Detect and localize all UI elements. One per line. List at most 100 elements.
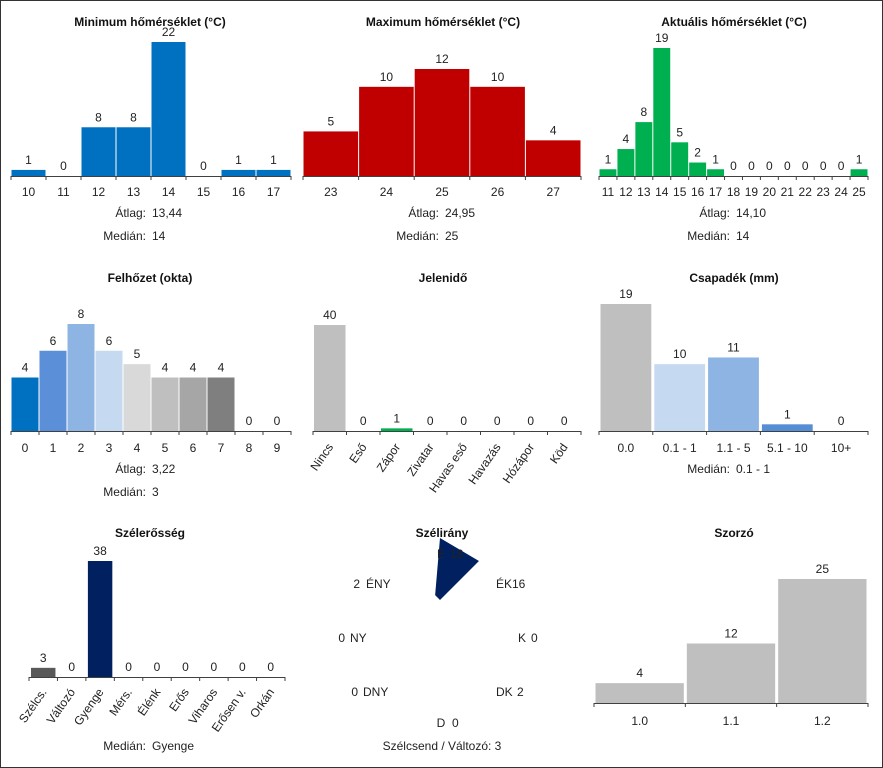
wind-dir-count-2: 0 <box>531 631 538 645</box>
value-label-wind-6: 0 <box>211 660 218 674</box>
wind-dir-count-5: 0 <box>351 685 358 699</box>
value-label-act-7: 0 <box>730 159 737 173</box>
category-label-precip-2: 1.1 - 5 <box>716 441 750 455</box>
chart-title: Aktuális hőmérséklet (°C) <box>661 15 807 29</box>
bar-max-1 <box>359 86 414 176</box>
bar-precip-3 <box>761 424 813 431</box>
category-label-act-2: 13 <box>637 185 651 199</box>
wind-dir-label-4: D <box>437 716 446 730</box>
stat-value-precip-0: 0.1 - 1 <box>736 462 770 476</box>
bar-wind-0 <box>31 667 56 677</box>
value-label-min-0: 1 <box>25 153 32 167</box>
value-label-act-4: 5 <box>676 125 683 139</box>
bar-cloud-4 <box>123 364 151 431</box>
bar-min-3 <box>116 127 151 176</box>
value-label-min-1: 0 <box>60 159 67 173</box>
category-label-cloud-7: 7 <box>218 441 225 455</box>
value-label-wind-2: 38 <box>93 544 107 558</box>
bar-cloud-1 <box>39 350 67 431</box>
category-label-act-12: 23 <box>816 185 830 199</box>
bar-max-4 <box>525 140 581 176</box>
value-label-min-5: 0 <box>200 159 207 173</box>
category-label-max-2: 25 <box>435 185 449 199</box>
bar-cloud-0 <box>11 377 39 431</box>
stat-label-min-1: Medián: <box>103 229 146 243</box>
category-label-min-7: 17 <box>267 185 281 199</box>
value-label-weather-7: 0 <box>561 414 568 428</box>
category-label-wind-3: Mérs. <box>106 686 135 719</box>
category-label-weather-5: Havazás <box>465 441 503 487</box>
value-label-cloud-5: 4 <box>162 361 169 375</box>
bar-cloud-2 <box>67 324 95 431</box>
category-label-act-10: 21 <box>781 185 795 199</box>
bar-act-4 <box>671 142 689 176</box>
value-label-precip-4: 0 <box>838 414 845 428</box>
chart-title: Minimum hőmérséklet (°C) <box>74 15 226 29</box>
wind-dir-count-7: 2 <box>353 577 360 591</box>
category-label-act-1: 12 <box>619 185 633 199</box>
value-label-weather-4: 0 <box>460 414 467 428</box>
chart-title: Felhőzet (okta) <box>108 271 193 285</box>
category-label-weather-0: Nincs <box>308 441 337 474</box>
value-label-cloud-6: 4 <box>190 361 197 375</box>
wind-dir-label-0: É <box>437 546 445 561</box>
category-label-weather-1: Eső <box>346 440 370 465</box>
chart-weather: Jelenidő40Nincs0Eső1Zápor0Zivatar0Havas … <box>308 271 582 495</box>
value-label-weather-0: 40 <box>323 308 337 322</box>
value-label-max-4: 4 <box>550 123 557 137</box>
bar-max-3 <box>470 86 525 176</box>
bar-max-0 <box>303 131 359 176</box>
stat-label-max-0: Átlag: <box>408 205 439 220</box>
bar-weather-2 <box>381 428 413 431</box>
wind-dir-label-3: DK <box>496 685 513 699</box>
value-label-max-3: 10 <box>491 70 505 84</box>
chart-precip: Csapadék (mm) 19 0.0 10 0.1 - 1 11 1.1 - 5 1 5.1… <box>598 271 869 476</box>
bar-cloud-5 <box>151 377 179 431</box>
bar-max-2 <box>414 69 470 176</box>
value-label-act-3: 19 <box>655 31 669 45</box>
category-label-min-4: 14 <box>162 185 176 199</box>
value-label-act-14: 1 <box>856 152 863 166</box>
bar-act-1 <box>617 149 635 176</box>
value-label-min-2: 8 <box>95 110 102 124</box>
bar-weather-0 <box>314 325 346 431</box>
bar-min-6 <box>221 169 256 176</box>
wind-rose-area <box>435 538 479 605</box>
category-label-act-0: 11 <box>602 185 615 199</box>
category-label-max-1: 24 <box>380 185 394 199</box>
category-label-act-8: 19 <box>745 185 759 199</box>
chart-title: Szélirány <box>416 526 469 540</box>
bar-min-7 <box>256 169 291 176</box>
value-label-act-6: 1 <box>712 152 719 166</box>
value-label-wind-0: 3 <box>40 651 47 665</box>
stat-value-wind-0: Gyenge <box>152 739 194 753</box>
value-label-cloud-1: 6 <box>50 334 57 348</box>
value-label-cloud-4: 5 <box>134 347 141 361</box>
bar-act-6 <box>707 169 725 176</box>
category-label-cloud-4: 4 <box>134 441 141 455</box>
category-label-max-0: 23 <box>324 185 338 199</box>
value-label-act-0: 1 <box>605 152 612 166</box>
category-label-act-11: 22 <box>799 185 813 199</box>
value-label-min-7: 1 <box>270 153 277 167</box>
value-label-min-3: 8 <box>130 110 137 124</box>
value-label-precip-3: 1 <box>784 407 791 421</box>
value-label-min-6: 1 <box>235 153 242 167</box>
bar-min-0 <box>11 169 46 176</box>
value-label-cloud-9: 0 <box>274 414 281 428</box>
value-label-cloud-3: 6 <box>106 334 113 348</box>
category-label-act-4: 15 <box>673 185 687 199</box>
wind-dir-label-1: ÉK <box>496 576 512 591</box>
category-label-min-1: 11 <box>57 185 70 199</box>
stat-label-cloud-0: Átlag: <box>115 461 146 476</box>
wind-dir-label-2: K <box>518 631 526 645</box>
category-label-weather-3: Zivatar <box>404 441 437 479</box>
chart-max: Maximum hőmérséklet (°C) 5 23 10 24 12 25 10 26 4… <box>302 15 582 243</box>
bar-mult-0 <box>595 683 684 703</box>
stat-label-act-0: Átlag: <box>699 205 730 220</box>
chart-min: Minimum hőmérséklet (°C)1100118128132214… <box>10 15 292 243</box>
wind-dir-count-6: 0 <box>338 631 345 645</box>
category-label-cloud-0: 0 <box>22 441 29 455</box>
